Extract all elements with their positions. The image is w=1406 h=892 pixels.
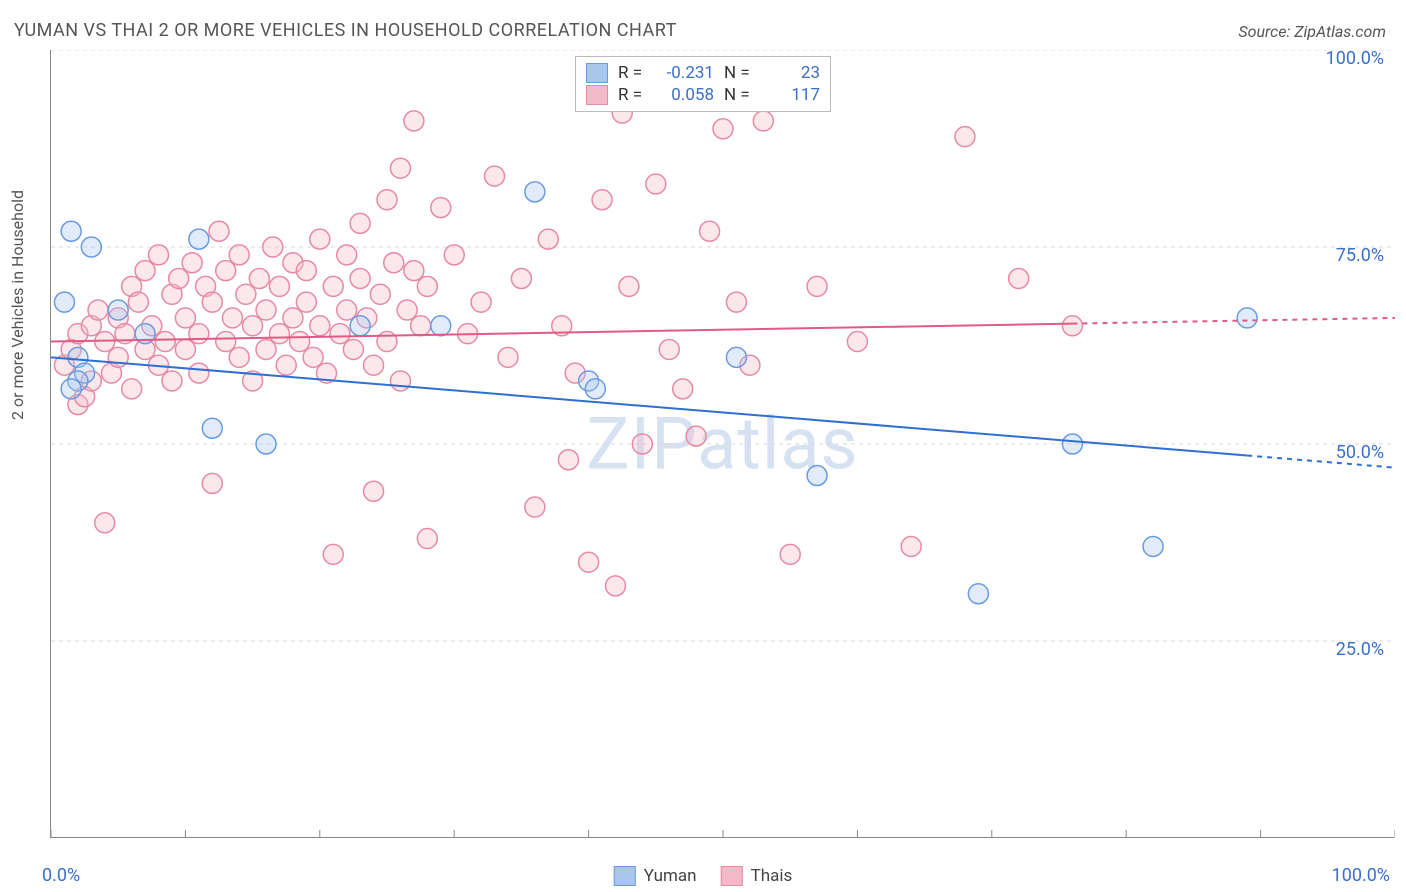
swatch-thais [586, 85, 608, 105]
x-axis-min-label: 0.0% [42, 865, 80, 886]
legend-label-thais: Thais [751, 866, 793, 886]
r-label: R = [618, 63, 646, 83]
legend-row-yuman: R = -0.231 N = 23 [586, 63, 820, 83]
n-value-thais: 117 [762, 85, 820, 105]
plot-area: ZIPatlas 25.0%50.0%75.0%100.0% [50, 50, 1394, 838]
y-tick-label: 25.0% [1336, 639, 1384, 660]
legend-row-thais: R = 0.058 N = 117 [586, 85, 820, 105]
legend-item-thais: Thais [721, 866, 793, 886]
y-axis-label: 2 or more Vehicles in Household [8, 190, 27, 420]
r-label: R = [618, 85, 646, 105]
chart-container: YUMAN VS THAI 2 OR MORE VEHICLES IN HOUS… [0, 0, 1406, 892]
scatter-plot-svg [51, 50, 1395, 838]
n-value-yuman: 23 [762, 63, 820, 83]
r-value-yuman: -0.231 [656, 63, 714, 83]
y-tick-label: 75.0% [1336, 245, 1384, 266]
n-label: N = [724, 85, 752, 105]
n-label: N = [724, 63, 752, 83]
y-tick-label: 50.0% [1336, 442, 1384, 463]
x-axis-max-label: 100.0% [1332, 865, 1390, 886]
swatch-yuman [614, 866, 636, 886]
correlation-legend: R = -0.231 N = 23 R = 0.058 N = 117 [575, 56, 831, 112]
swatch-yuman [586, 63, 608, 83]
swatch-thais [721, 866, 743, 886]
source-attribution: Source: ZipAtlas.com [1238, 22, 1386, 41]
chart-title: YUMAN VS THAI 2 OR MORE VEHICLES IN HOUS… [14, 20, 677, 41]
y-tick-label: 100.0% [1326, 48, 1384, 69]
series-legend: Yuman Thais [614, 866, 792, 886]
r-value-thais: 0.058 [656, 85, 714, 105]
legend-label-yuman: Yuman [644, 866, 697, 886]
legend-item-yuman: Yuman [614, 866, 697, 886]
